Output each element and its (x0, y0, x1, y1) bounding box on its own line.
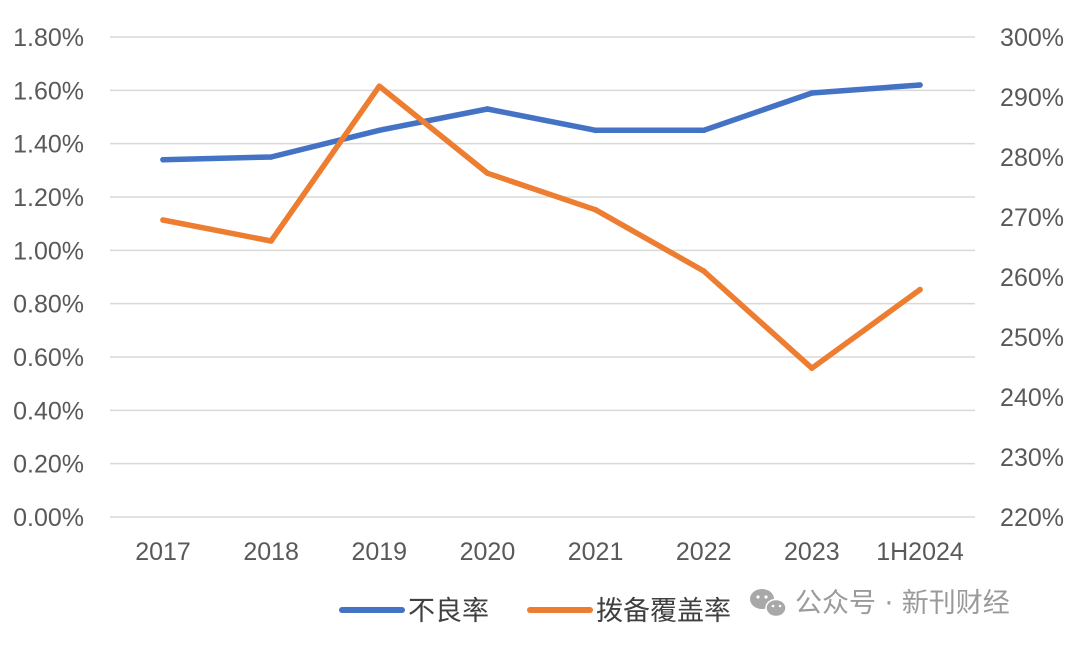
left-tick-label: 0.00% (13, 504, 84, 532)
left-tick-label: 1.80% (13, 24, 84, 52)
data-point-npl (700, 127, 707, 134)
left-axis-ticks: 0.00% 0.20% 0.40% 0.60% 0.80% 1.00% 1.20% 1.40%… (13, 24, 84, 532)
legend-item-coverage: 拨备覆盖率 (527, 596, 731, 627)
left-tick-label: 1.40% (13, 131, 84, 159)
left-tick-label: 1.20% (13, 184, 84, 212)
left-tick-label: 1.00% (13, 237, 84, 265)
legend-label-coverage: 拨备覆盖率 (596, 596, 731, 627)
data-point-npl (376, 127, 383, 134)
data-point-npl (809, 90, 815, 96)
left-tick-label: 0.80% (13, 291, 84, 319)
x-tick-label: 2019 (351, 538, 407, 566)
right-tick-label: 270% (1000, 204, 1064, 232)
data-point-npl (160, 156, 166, 163)
watermark-text: 公众号 · 新刊财经 (795, 588, 1010, 619)
data-point-coverage (160, 217, 166, 223)
x-tick-label: 2023 (784, 538, 840, 566)
gridlines (110, 36, 975, 518)
data-point-coverage (268, 238, 274, 244)
right-tick-label: 260% (1000, 264, 1064, 292)
data-point-npl (484, 106, 491, 112)
data-point-coverage (592, 207, 599, 213)
data-point-coverage (700, 268, 707, 274)
data-point-coverage (917, 286, 923, 293)
left-tick-label: 1.60% (13, 77, 84, 105)
right-tick-label: 240% (1000, 384, 1064, 412)
series-lines (160, 82, 923, 372)
right-tick-label: 250% (1000, 324, 1064, 352)
x-tick-label: 2018 (243, 538, 299, 566)
right-tick-label: 220% (1000, 504, 1064, 532)
watermark: 公众号 · 新刊财经 (750, 588, 1010, 619)
legend: 不良率 拨备覆盖率 (339, 596, 731, 627)
right-tick-label: 300% (1000, 24, 1064, 52)
legend-item-npl: 不良率 (339, 596, 489, 627)
right-tick-label: 280% (1000, 144, 1064, 172)
x-axis-ticks: 2017 2018 2019 2020 2021 2022 2023 1H2024 (135, 538, 964, 566)
left-tick-label: 0.40% (13, 397, 84, 425)
data-point-npl (917, 82, 923, 88)
data-point-coverage (809, 365, 815, 372)
x-tick-label: 2017 (135, 538, 191, 566)
right-tick-label: 290% (1000, 84, 1064, 112)
x-tick-label: 2022 (676, 538, 732, 566)
data-point-coverage (376, 83, 383, 89)
wechat-icon (750, 589, 787, 618)
left-tick-label: 0.20% (13, 451, 84, 479)
right-tick-label: 230% (1000, 444, 1064, 472)
data-point-coverage (484, 170, 491, 176)
data-point-npl (592, 127, 599, 134)
x-tick-label: 2020 (460, 538, 516, 566)
x-tick-label: 2021 (568, 538, 624, 566)
right-axis-ticks: 220% 230% 240% 250% 260% 270% 280% 290% 300% (1000, 24, 1064, 532)
series-line-coverage (160, 83, 923, 371)
legend-label-npl: 不良率 (408, 596, 489, 627)
series-line-npl (160, 82, 923, 163)
data-point-npl (268, 154, 274, 160)
x-tick-label: 1H2024 (876, 538, 964, 566)
left-tick-label: 0.60% (13, 344, 84, 372)
